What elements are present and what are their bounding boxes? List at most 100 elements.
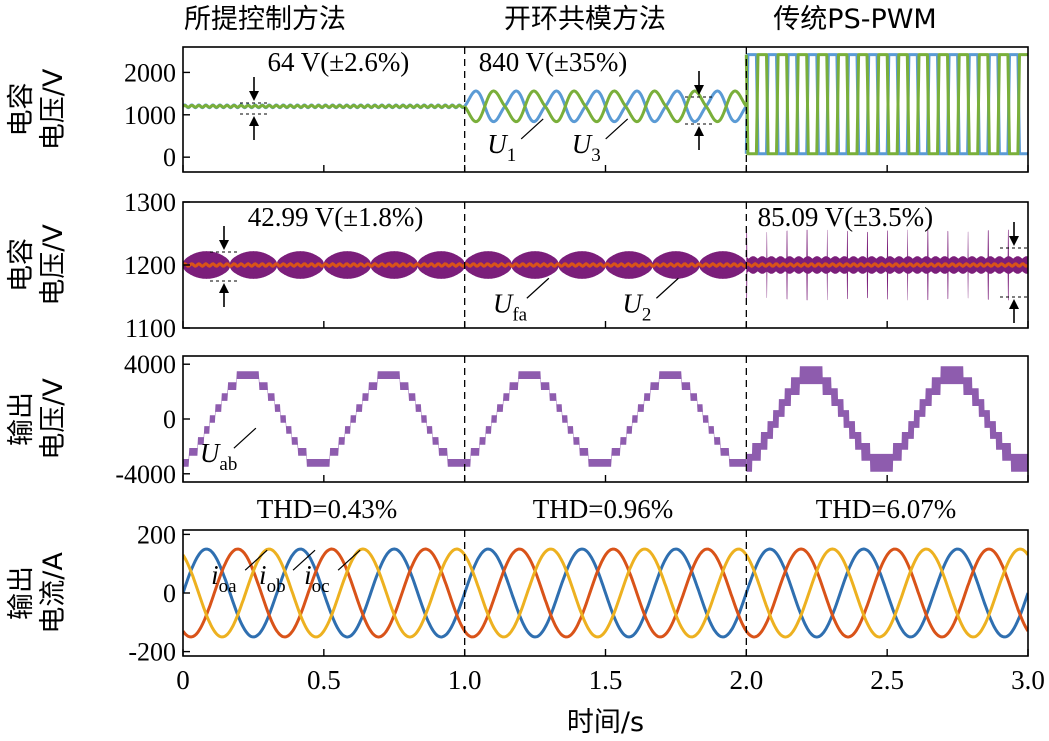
xtick-label-2: 1.0 (448, 665, 482, 695)
annotation-sub-4-2: oc (312, 576, 330, 597)
leader-4-2 (337, 549, 361, 571)
ripple-marker-2-head-top (694, 85, 704, 95)
leader-1-2 (520, 118, 544, 140)
annotation-main-2-3: U (622, 288, 643, 318)
annotation-2-0: 42.99 V(±1.8%) (248, 202, 424, 232)
series-U2 (183, 262, 1028, 268)
annotation-main-1-2: U (487, 129, 508, 159)
leader-2-2 (526, 277, 550, 299)
line-ioc-0 (183, 547, 1028, 639)
section-title-2: 开环共模方法 (504, 4, 666, 35)
annotation-1-1: 840 V(±35%) (479, 47, 628, 77)
panel-4: -200 0 200 输出 电流/A THD=0.43% THD=0.96% THD=6.07… (6, 494, 1029, 667)
ytick-label-4-0: -200 (128, 638, 176, 667)
ytick-label-1-0: 0 (163, 143, 176, 172)
ylabel-2: 电容 电压/V (6, 224, 69, 306)
ylabel-4: 输出 电流/A (6, 552, 69, 634)
ytick-label-3-1: 0 (163, 405, 176, 434)
ripple-marker-1-head-bot (249, 116, 259, 126)
annotation-4-2: ioc (304, 560, 329, 597)
ytick-label-4-2: 200 (137, 520, 176, 549)
x-axis-label: 时间/s (567, 707, 644, 738)
xtick-label-0: 0 (176, 665, 190, 695)
leader-1-3 (605, 118, 629, 140)
section-title-1: 所提控制方法 (184, 4, 346, 35)
annotation-sub-2-2: fa (512, 304, 527, 325)
ripple-marker-1 (240, 77, 268, 140)
xtick-label-1: 0.5 (307, 665, 341, 695)
ytick-label-2-1: 1200 (124, 251, 176, 280)
annotation-2-1: 85.09 V(±3.5%) (758, 202, 934, 232)
ytick-label-3-0: -4000 (115, 460, 176, 489)
ylabel-1: 电容 电压/V (6, 68, 69, 150)
band-Uab-0 (183, 371, 747, 467)
annotation-1-0: 64 V(±2.6%) (268, 47, 410, 77)
line-U3-2 (744, 53, 1028, 156)
annotation-sub-4-0: oa (219, 576, 238, 597)
annotation-1-3: U3 (572, 129, 601, 166)
ripple-marker-1-head-top (249, 91, 259, 101)
annotation-main-2-0: 42.99 V(±1.8%) (248, 202, 424, 232)
annotation-main-4-0: i (211, 560, 219, 590)
leader-4-1 (292, 549, 316, 571)
ylabel-line1-4: 输出 (6, 566, 37, 620)
annotation-main-2-2: U (493, 288, 514, 318)
ytick-label-3-2: 4000 (124, 350, 176, 379)
leader-3-0 (233, 427, 257, 449)
ripple-marker-4-head-bot (1009, 299, 1019, 309)
line-U3-0 (183, 104, 466, 109)
xtick-label-5: 2.5 (870, 665, 904, 695)
ripple-marker-2 (685, 71, 713, 150)
plot-area-3 (183, 366, 1028, 472)
panel-3: -4000 0 4000 输出 电压/V Uab (6, 350, 1029, 489)
annotation-main-2-1: 85.09 V(±3.5%) (758, 202, 934, 232)
xtick-label-6: 3.0 (1011, 665, 1045, 695)
panel-2: 1100 1200 1300 电容 电压/V 42.99 V(±1.8%) 85.09 V(… (6, 188, 1029, 343)
thd-label-2: THD=0.96% (533, 494, 673, 524)
ylabel-line2-3: 电压/V (38, 378, 69, 460)
line-U3-1 (463, 89, 748, 124)
annotation-main-4-2: i (304, 560, 312, 590)
line-U2-0 (183, 262, 1028, 268)
ylabel-line2-2: 电压/V (38, 224, 69, 306)
annotation-sub-3-0: ab (219, 454, 237, 475)
annotation-sub-1-2: 1 (507, 145, 517, 166)
annotation-main-3-0: U (200, 438, 221, 468)
ripple-marker-4-head-top (1009, 236, 1019, 246)
ripple-marker-3-head-bot (219, 283, 229, 293)
ylabel-line2-4: 电流/A (38, 552, 69, 634)
ylabel-line1-2: 电容 (6, 238, 37, 292)
ripple-marker-2-head-bot (694, 126, 704, 136)
annotation-2-3: U2 (622, 288, 651, 325)
annotation-main-1-0: 64 V(±2.6%) (268, 47, 410, 77)
ripple-marker-4 (1000, 222, 1028, 323)
annotation-1-2: U1 (487, 129, 516, 166)
ytick-label-1-2: 2000 (124, 58, 176, 87)
ytick-label-2-0: 1100 (125, 314, 176, 343)
series-ioc (183, 547, 1028, 639)
ylabel-line2-1: 电压/V (38, 68, 69, 150)
line-U1-2 (744, 53, 1028, 156)
ripple-marker-3 (210, 226, 238, 307)
leader-4-0 (244, 549, 268, 571)
leader-2-3 (655, 277, 679, 299)
thd-label-1: THD=0.43% (257, 494, 397, 524)
annotation-sub-1-3: 3 (591, 145, 601, 166)
ytick-label-4-1: 0 (163, 579, 176, 608)
xtick-label-4: 2.0 (729, 665, 763, 695)
ylabel-line1-1: 电容 (6, 83, 37, 137)
section-title-3: 传统PS-PWM (773, 4, 936, 35)
thd-label-3: THD=6.07% (816, 494, 956, 524)
annotation-4-0: ioa (211, 560, 237, 597)
annotation-main-4-1: i (259, 560, 267, 590)
ytick-label-2-2: 1300 (124, 188, 176, 217)
xtick-label-3: 1.5 (589, 665, 623, 695)
annotation-sub-2-3: 2 (642, 304, 652, 325)
ripple-marker-3-head-top (219, 240, 229, 250)
ylabel-line1-3: 输出 (6, 392, 37, 446)
series-ioa (183, 547, 1028, 639)
annotation-4-1: iob (259, 560, 286, 597)
annotation-2-2: Ufa (493, 288, 528, 325)
annotation-sub-4-1: ob (267, 576, 286, 597)
plot-area-2 (183, 229, 1028, 301)
